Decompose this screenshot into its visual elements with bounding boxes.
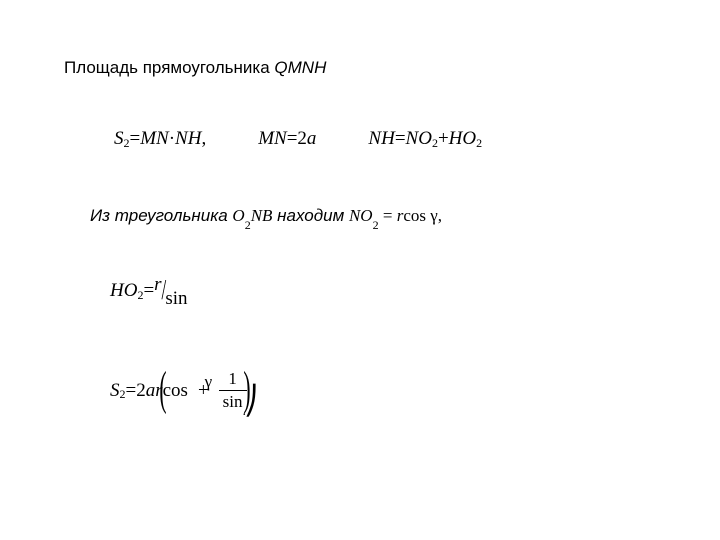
- sub-prefix: Из треугольника: [90, 206, 232, 225]
- ho2-num: r: [154, 274, 161, 296]
- mn-rhs-num: 2: [297, 128, 307, 150]
- nh-rhs-b-sub: 2: [476, 136, 482, 151]
- ho2-frac: r / sin: [154, 275, 187, 307]
- s2-rhs-a: MN: [140, 128, 169, 150]
- ho2-lhs-sub: 2: [137, 288, 143, 303]
- s2f-lhs-var: S: [110, 380, 120, 402]
- ho2-eq-sign: =: [143, 280, 154, 302]
- sub-tri-sub: 2: [245, 218, 251, 232]
- s2-rhs-b: NH: [175, 128, 201, 150]
- subline: Из треугольника O2NB находим NO2 = rcos …: [90, 206, 656, 229]
- page-title: Площадь прямоугольника QMNH: [64, 58, 656, 78]
- s2f-coef-num: 2: [136, 380, 146, 402]
- mn-lhs: MN: [258, 128, 287, 150]
- nh-rhs-a-sub: 2: [432, 136, 438, 151]
- sub-res-sub: 2: [373, 218, 379, 232]
- eq-mn: MN = 2a: [258, 128, 316, 150]
- ho2-lhs-var: HO: [110, 280, 137, 302]
- sub-tri-b: NB: [251, 206, 273, 225]
- ho2-den: sin: [165, 288, 187, 310]
- s2-comma: ,: [201, 128, 206, 150]
- title-var: QMNH: [274, 58, 326, 77]
- equation-row-1: S2 = MN · NH , MN = 2a NH = NO2 + HO2: [114, 128, 656, 150]
- sub-mid: находим: [272, 206, 349, 225]
- s2f-gamma: γ: [205, 372, 213, 392]
- nh-plus: +: [438, 128, 449, 150]
- nh-rhs-a: NO: [406, 128, 432, 150]
- left-paren-icon: (: [159, 361, 166, 416]
- sub-rhs-fn: cos: [403, 206, 426, 225]
- eq-nh: NH = NO2 + HO2: [368, 128, 482, 150]
- sub-eq-sign: =: [379, 206, 397, 225]
- sub-gamma: γ: [426, 206, 438, 225]
- s2-lhs-sub: 2: [124, 136, 130, 151]
- s2-eq-sign: =: [130, 128, 141, 150]
- mn-eq-sign: =: [287, 128, 298, 150]
- s2f-lhs-sub: 2: [120, 387, 126, 402]
- sub-comma: ,: [438, 206, 442, 225]
- mn-rhs-var: a: [307, 128, 317, 150]
- paren-content: cos + γ 1 sin: [163, 369, 247, 412]
- s2f-eq-sign: =: [126, 380, 137, 402]
- eq-ho2: HO2 = r / sin: [110, 275, 656, 307]
- nh-rhs-b: HO: [449, 128, 476, 150]
- nh-eq-sign: =: [395, 128, 406, 150]
- eq-s2: S2 = MN · NH ,: [114, 128, 206, 150]
- s2-lhs-var: S: [114, 128, 124, 150]
- bracket-icon: ⎠: [244, 384, 258, 418]
- title-prefix: Площадь прямоугольника: [64, 58, 274, 77]
- trailing-marks: . ⎠: [242, 374, 258, 408]
- sub-res-var: NO: [349, 206, 373, 225]
- eq-s2-full: S2 = 2ar ( cos + γ 1 sin ) . ⎠: [110, 363, 656, 418]
- sub-tri-a: O: [232, 206, 244, 225]
- s2f-frac-num: 1: [224, 369, 241, 390]
- nh-lhs: NH: [368, 128, 394, 150]
